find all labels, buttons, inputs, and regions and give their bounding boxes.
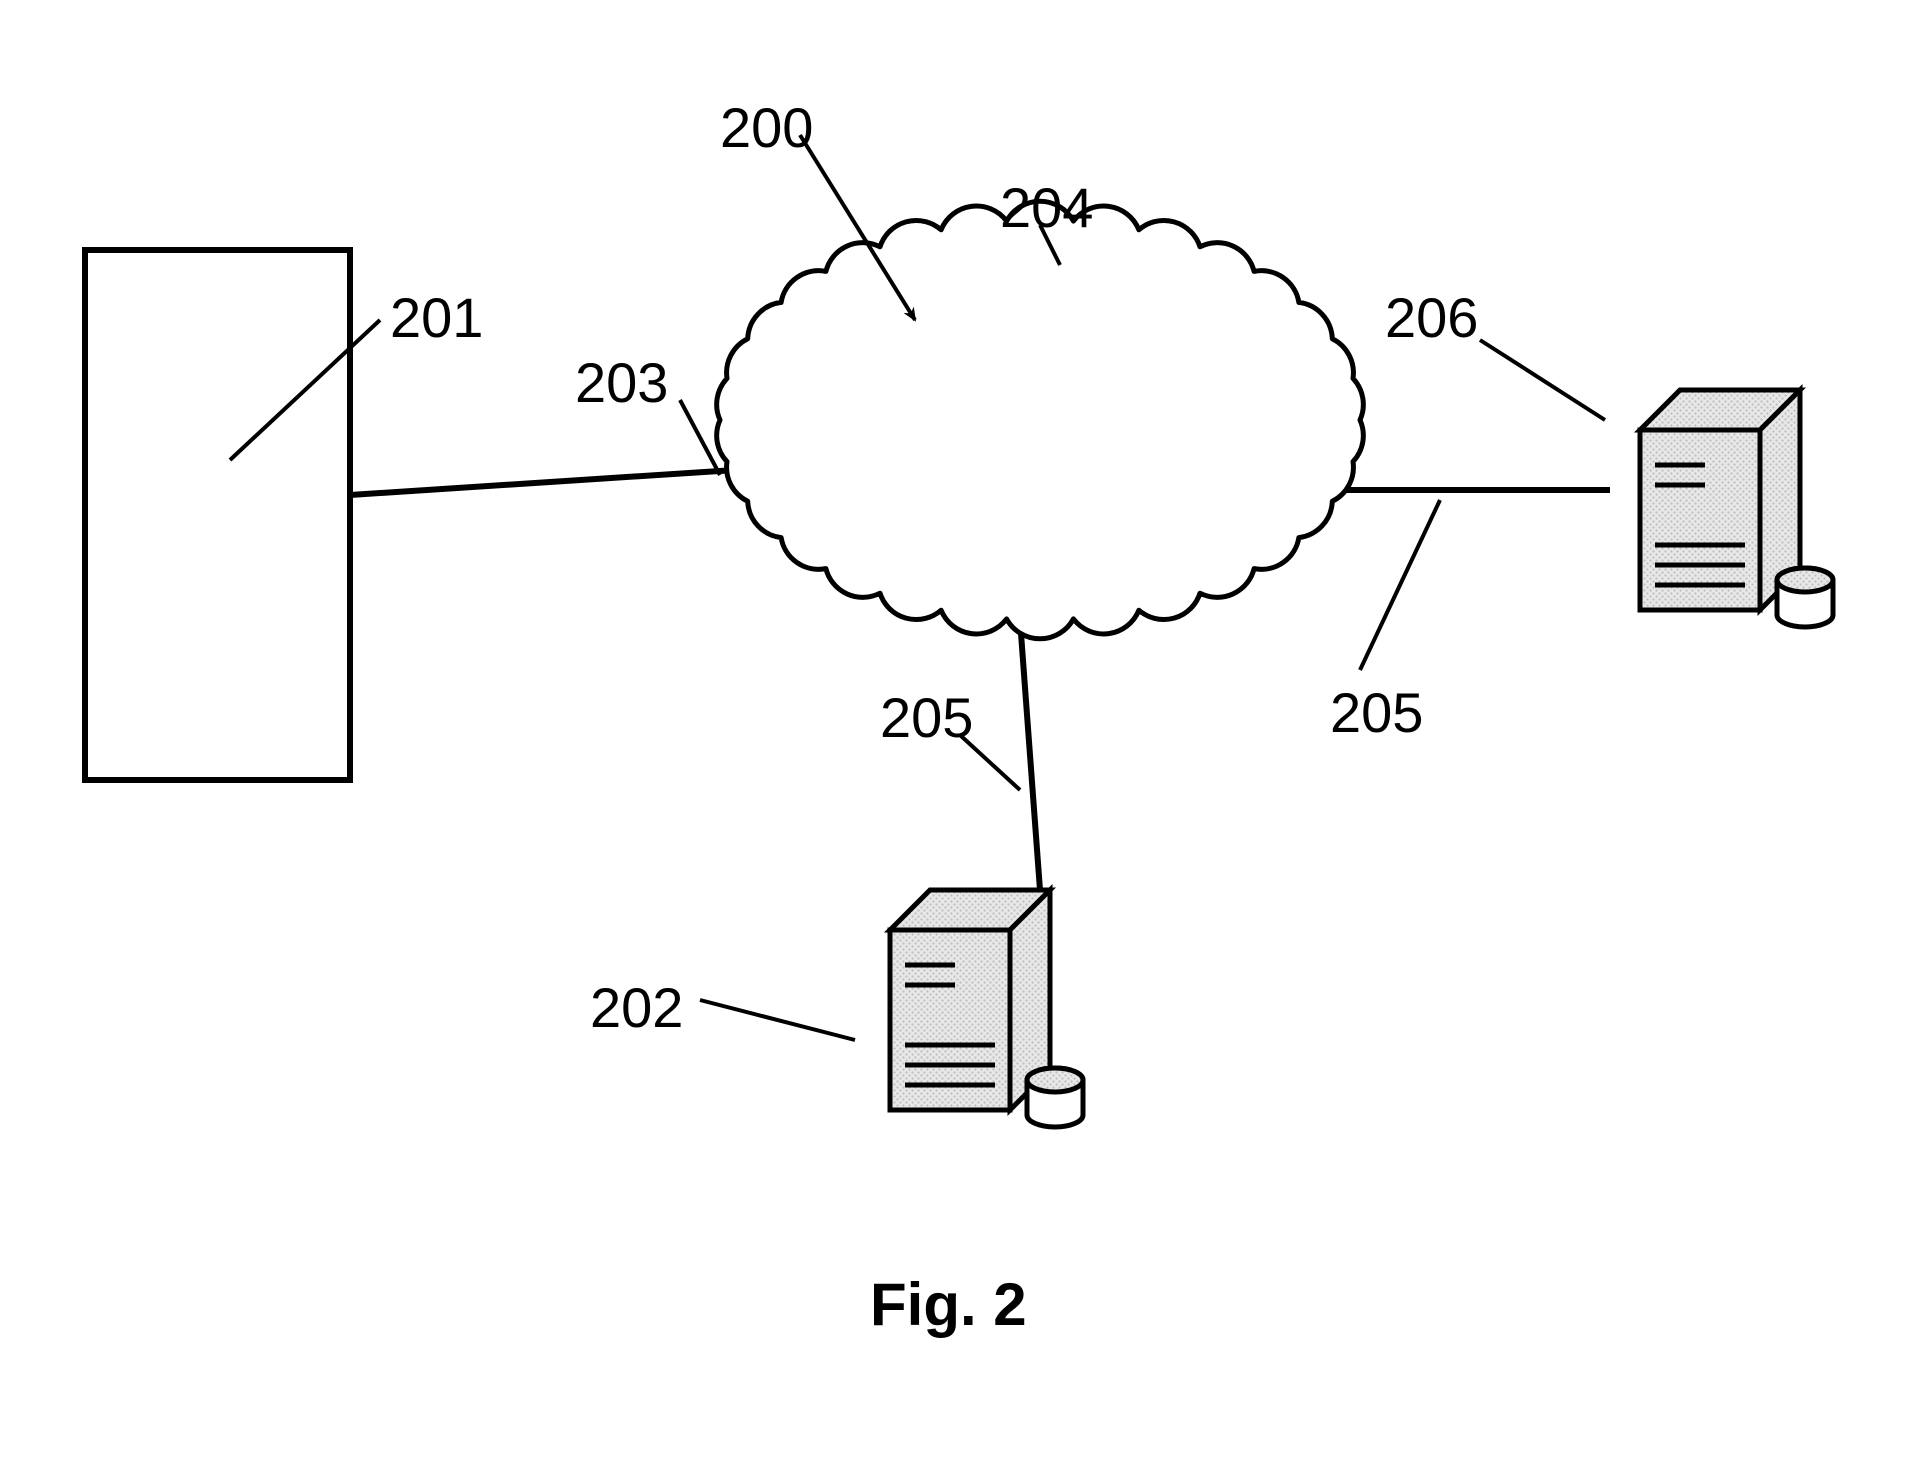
server-s2 bbox=[1640, 390, 1833, 627]
server-s1 bbox=[890, 890, 1083, 1127]
link-client_to_cloud bbox=[350, 470, 735, 495]
client-layer bbox=[85, 250, 350, 780]
label-200: 200 bbox=[720, 95, 813, 160]
figure-caption: Fig. 2 bbox=[870, 1270, 1027, 1339]
leader-l201 bbox=[230, 320, 380, 460]
label-201: 201 bbox=[390, 285, 483, 350]
leader-l205b bbox=[1360, 500, 1440, 670]
leader-l203 bbox=[680, 400, 720, 475]
label-205a: 205 bbox=[880, 685, 973, 750]
label-205b: 205 bbox=[1330, 680, 1423, 745]
client-device bbox=[85, 250, 350, 780]
network-cloud bbox=[717, 201, 1364, 639]
label-206: 206 bbox=[1385, 285, 1478, 350]
link-cloud_to_server1 bbox=[1020, 620, 1040, 890]
label-204: 204 bbox=[1000, 175, 1093, 240]
label-202: 202 bbox=[590, 975, 683, 1040]
leader-l202 bbox=[700, 1000, 855, 1040]
cloud-layer bbox=[717, 201, 1364, 639]
leader-l206 bbox=[1480, 340, 1605, 420]
label-203: 203 bbox=[575, 350, 668, 415]
